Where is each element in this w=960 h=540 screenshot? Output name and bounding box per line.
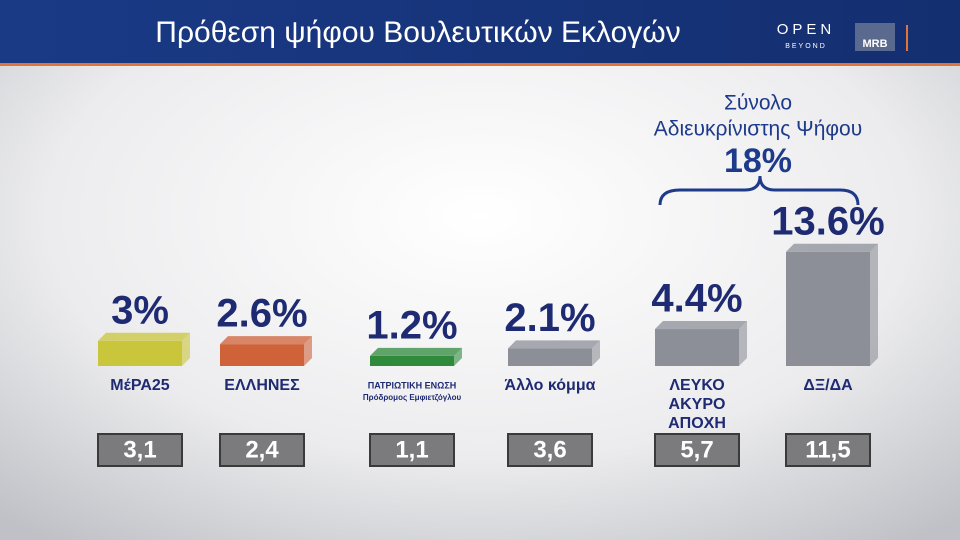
bar-top	[786, 243, 878, 252]
bar-side	[182, 332, 190, 366]
value-label: 2.1%	[504, 296, 595, 340]
bar-side	[592, 340, 600, 366]
bar-side	[304, 336, 312, 366]
previous-box	[507, 433, 593, 467]
category-label: ΑΚΥΡΟ	[669, 396, 726, 413]
header-band	[0, 0, 960, 63]
pollster: MRB	[862, 38, 887, 50]
bar-side	[454, 347, 462, 366]
category-label: ΛΕΥΚΟ	[669, 377, 724, 394]
brand: OPEN	[777, 21, 836, 38]
previous-box	[654, 433, 740, 467]
previous-value: 11,5	[805, 436, 850, 463]
previous-box	[785, 433, 871, 467]
bar-side	[870, 243, 878, 366]
annotation-line: Αδιευκρίνιστης Ψήφου	[654, 118, 862, 141]
value-label: 4.4%	[651, 277, 742, 321]
value-label: 2.6%	[216, 292, 307, 336]
bar	[786, 251, 870, 366]
value-label: 3%	[111, 288, 169, 332]
bar-top	[98, 332, 190, 341]
value-label: 1.2%	[366, 303, 457, 347]
bar-top	[508, 340, 600, 349]
bar	[220, 344, 304, 366]
previous-value: 2,4	[245, 436, 279, 463]
category-label: Άλλο κόμμα	[505, 377, 596, 394]
category-label: ΑΠΟΧΗ	[668, 415, 726, 432]
previous-box	[369, 433, 455, 467]
bar	[370, 355, 454, 366]
previous-box	[219, 433, 305, 467]
bar-top	[655, 321, 747, 330]
previous-box	[97, 433, 183, 467]
bar-side	[739, 321, 747, 366]
brand-sub: BEYOND	[785, 43, 827, 50]
category-label: ΠΑΤΡΙΩΤΙΚΗ ΕΝΩΣΗ	[368, 380, 457, 390]
brace	[658, 175, 860, 206]
pollster-box	[855, 23, 895, 51]
category-label: Πρόδρομος Εμφιετζόγλου	[363, 393, 462, 402]
value-label: 13.6%	[771, 199, 884, 243]
annotation-line: Σύνολο	[724, 92, 792, 115]
previous-value: 3,1	[123, 436, 156, 463]
previous-value: 3,6	[533, 436, 566, 463]
annotation-value: 18%	[724, 142, 792, 180]
category-label: ΕΛΛΗΝΕΣ	[224, 377, 300, 394]
header-divider	[906, 25, 908, 51]
category-label: ΔΞ/ΔΑ	[803, 377, 853, 394]
previous-value: 1,1	[395, 436, 428, 463]
bar	[508, 348, 592, 366]
bar	[98, 340, 182, 366]
header-title: Πρόθεση ψήφου Βουλευτικών Εκλογών	[155, 16, 680, 49]
bar-top	[370, 347, 462, 356]
bar	[655, 329, 739, 366]
header-rule	[0, 63, 960, 66]
previous-value: 5,7	[680, 436, 713, 463]
bar-top	[220, 336, 312, 345]
category-label: ΜέΡΑ25	[110, 377, 169, 394]
